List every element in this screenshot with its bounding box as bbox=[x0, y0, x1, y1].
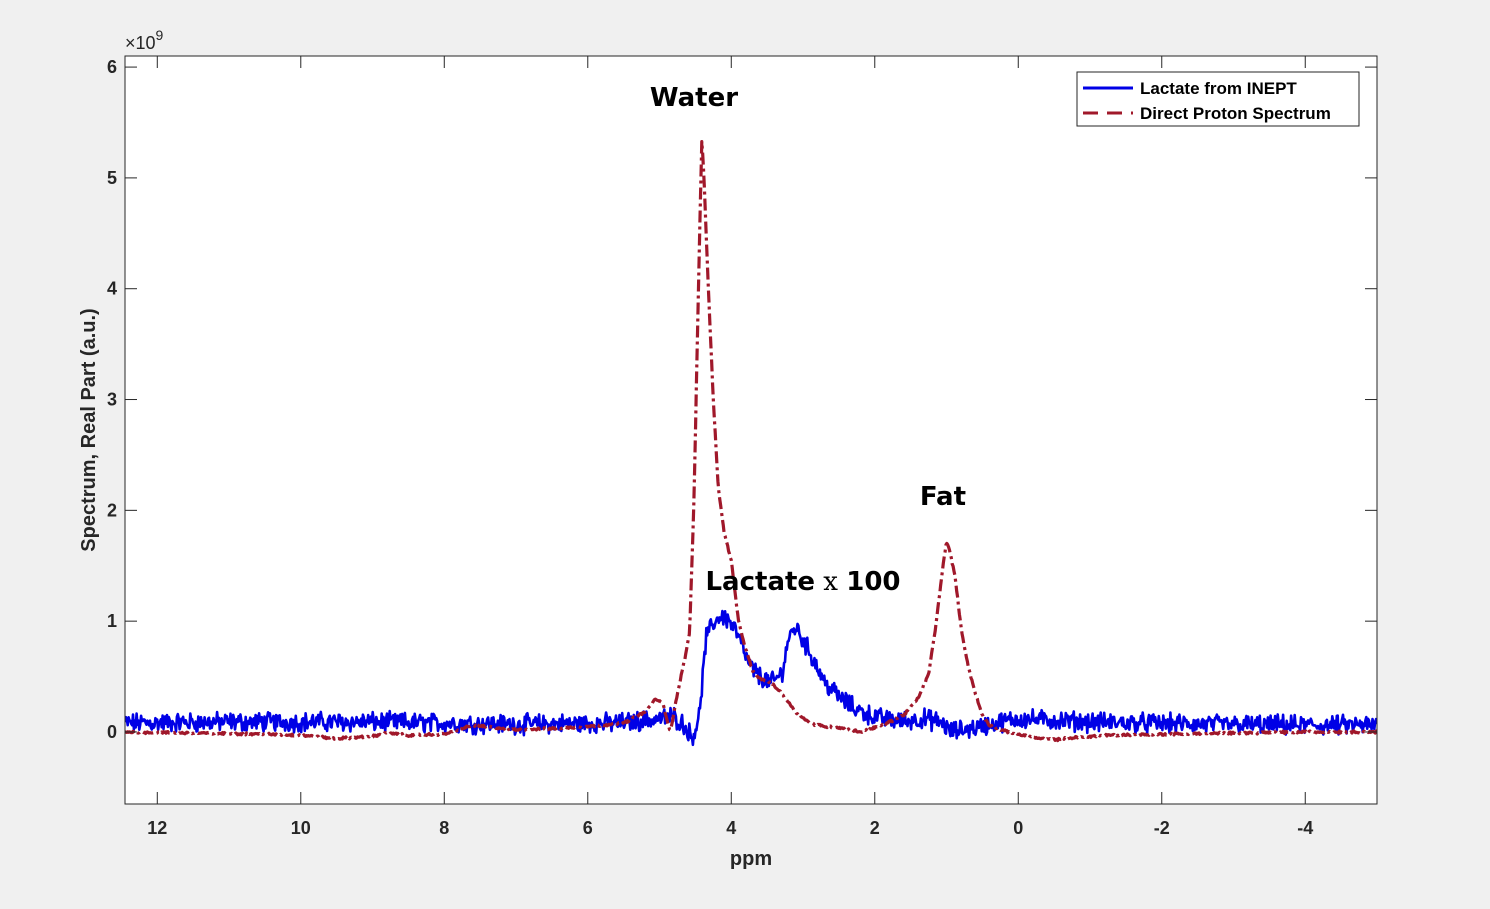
x-tick-label: 8 bbox=[439, 818, 449, 838]
y-tick-label: 2 bbox=[107, 500, 117, 520]
y-scale-factor: ×109 bbox=[125, 27, 164, 53]
annotation-layer: Water Lactate x 100 Fat bbox=[650, 83, 966, 597]
x-tick-label: 6 bbox=[583, 818, 593, 838]
y-axis-title: Spectrum, Real Part (a.u.) bbox=[78, 308, 100, 551]
x-tick-label: 12 bbox=[147, 818, 167, 838]
legend-box bbox=[1076, 71, 1360, 127]
annotation-fat: Fat bbox=[920, 482, 966, 512]
y-tick-label: 4 bbox=[107, 279, 117, 299]
axes-box bbox=[124, 55, 1378, 805]
annotation-lactate: Lactate x 100 bbox=[705, 567, 900, 597]
legend: Lactate from INEPT Direct Proton Spectru… bbox=[1076, 71, 1360, 127]
annotation-water: Water bbox=[650, 83, 738, 113]
x-tick-label: 0 bbox=[1013, 818, 1023, 838]
y-tick-label: 3 bbox=[107, 390, 117, 410]
legend-label-direct-proton: Direct Proton Spectrum bbox=[1140, 104, 1331, 123]
plot-area bbox=[125, 56, 1377, 804]
y-tick-label: 6 bbox=[107, 57, 117, 77]
x-tick-label: -2 bbox=[1154, 818, 1170, 838]
y-tick-label: 0 bbox=[107, 722, 117, 742]
x-tick-label: -4 bbox=[1297, 818, 1313, 838]
y-tick-label: 5 bbox=[107, 168, 117, 188]
x-tick-label: 10 bbox=[291, 818, 311, 838]
y-tick-label: 1 bbox=[107, 611, 117, 631]
series-direct-proton-line bbox=[125, 140, 1377, 743]
x-tick-label: 2 bbox=[870, 818, 880, 838]
series-layer bbox=[125, 140, 1377, 747]
x-tick-label: 4 bbox=[726, 818, 736, 838]
legend-label-lactate: Lactate from INEPT bbox=[1140, 79, 1297, 98]
x-axis-title: ppm bbox=[730, 848, 772, 870]
